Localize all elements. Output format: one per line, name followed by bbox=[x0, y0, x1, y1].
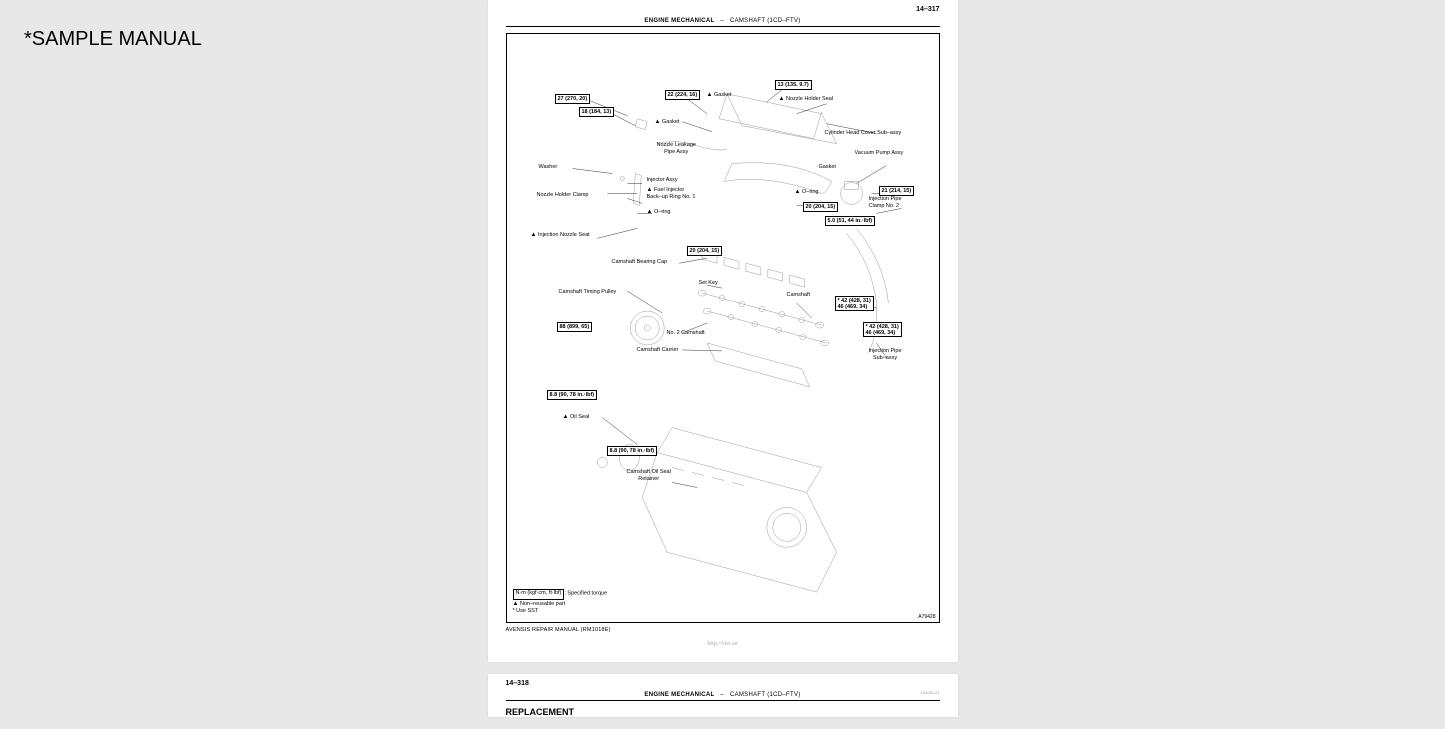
header-dash-2: – bbox=[720, 692, 724, 698]
triangle-icon: ▲ bbox=[647, 209, 653, 215]
torque-88b: 8.8 (90, 78 in.·lbf) bbox=[607, 446, 658, 456]
manual-page-2: 14–318 141CB–01 ENGINE MECHANICAL – CAMS… bbox=[488, 674, 958, 717]
triangle-icon: ▲ bbox=[563, 414, 569, 420]
label-injection-pipe-sub: Injection Pipe Sub–assy bbox=[869, 348, 902, 361]
label-camshaft: Camshaft bbox=[787, 292, 811, 299]
label-oring2: O–ring bbox=[802, 189, 819, 195]
label-fuel-injector: Fuel Injector Back–up Ring No. 1 bbox=[647, 187, 696, 200]
torque-27: 27 (270, 20) bbox=[555, 94, 591, 104]
legend-torque-label: : Specified torque bbox=[564, 590, 607, 596]
triangle-icon: ▲ bbox=[513, 601, 519, 607]
torque-20a: 20 (204, 15) bbox=[803, 202, 839, 212]
torque-88: 88 (899, 65) bbox=[557, 322, 593, 332]
label-camshaft-timing-pulley: Camshaft Timing Pulley bbox=[559, 289, 617, 296]
header-sub: CAMSHAFT (1CD–FTV) bbox=[730, 18, 801, 24]
manual-page-1: 14–317 ENGINE MECHANICAL – CAMSHAFT (1CD… bbox=[488, 0, 958, 662]
triangle-icon: ▲ bbox=[655, 119, 661, 125]
torque-42b: * 42 (428, 31) 46 (469, 34) bbox=[863, 322, 902, 337]
label-nozzle-leakage: Nozzle Leakage Pipe Assy bbox=[657, 142, 696, 155]
page-number-2: 14–318 bbox=[506, 680, 529, 687]
tiny-code: 141CB–01 bbox=[921, 690, 940, 695]
torque-20b: 20 (204, 15) bbox=[687, 246, 723, 256]
url-footer: http://vnx.su bbox=[506, 641, 940, 647]
triangle-icon: ▲ bbox=[795, 189, 801, 195]
triangle-icon: ▲ bbox=[707, 92, 713, 98]
replacement-heading: REPLACEMENT bbox=[506, 707, 940, 717]
torque-22: 22 (224, 16) bbox=[665, 90, 701, 100]
header-dash: – bbox=[720, 18, 724, 24]
header-section-2: ENGINE MECHANICAL bbox=[644, 692, 714, 698]
label-nozzle-holder-seal: Nozzle Holder Seal bbox=[786, 96, 833, 102]
diagram-legend: N·m (kgf·cm, ft·lbf): Specified torque ▲… bbox=[513, 589, 608, 616]
label-oil-seal: Oil Seal bbox=[570, 414, 589, 420]
diagram-code: A79428 bbox=[918, 614, 935, 620]
label-set-key: Set Key bbox=[699, 280, 718, 287]
page-number: 14–317 bbox=[916, 6, 939, 13]
label-gasket2: Gasket bbox=[662, 119, 679, 125]
triangle-icon: ▲ bbox=[779, 96, 785, 102]
label-no2-camshaft: No. 2 Camshaft bbox=[667, 330, 705, 337]
label-gasket1: Gasket bbox=[714, 92, 731, 98]
label-cyl-head-cover: Cylinder Head Cover Sub–assy bbox=[825, 130, 902, 137]
label-injection-pipe-clamp: Injection Pipe Clamp No. 2 bbox=[869, 196, 902, 209]
legend-torque-box: N·m (kgf·cm, ft·lbf) bbox=[513, 589, 565, 600]
header-section: ENGINE MECHANICAL bbox=[644, 18, 714, 24]
page-scroll-container: 14–317 ENGINE MECHANICAL – CAMSHAFT (1CD… bbox=[488, 0, 958, 729]
label-oring1: O–ring bbox=[654, 209, 671, 215]
manual-footer: AVENSIS REPAIR MANUAL (RM1018E) bbox=[506, 627, 940, 633]
header-sub-2: CAMSHAFT (1CD–FTV) bbox=[730, 692, 801, 698]
exploded-diagram: 27 (270, 20) 18 (184, 13) 22 (224, 16) 1… bbox=[506, 33, 940, 623]
triangle-icon: ▲ bbox=[531, 232, 537, 238]
page-header: ENGINE MECHANICAL – CAMSHAFT (1CD–FTV) bbox=[506, 8, 940, 27]
label-camshaft-oil-seal-retainer: Camshaft Oil Seal Retainer bbox=[627, 469, 671, 482]
torque-21: 21 (214, 15) bbox=[879, 186, 915, 196]
label-camshaft-carrier: Camshaft Carrier bbox=[637, 347, 679, 354]
torque-13: 13 (135, 9.7) bbox=[775, 80, 812, 90]
label-gasket3: Gasket bbox=[819, 164, 836, 171]
label-injector-assy: Injector Assy bbox=[647, 177, 678, 184]
label-camshaft-bearing-cap: Camshaft Bearing Cap bbox=[612, 259, 668, 266]
triangle-icon: ▲ bbox=[647, 187, 653, 193]
torque-42a: * 42 (428, 31) 46 (469, 34) bbox=[835, 296, 874, 311]
legend-nonreusable: Non–reusable part bbox=[520, 601, 565, 607]
torque-88a: 8.8 (90, 78 in.·lbf) bbox=[547, 390, 598, 400]
label-injection-nozzle-seat: Injection Nozzle Seat bbox=[538, 232, 590, 238]
label-nozzle-holder-clamp: Nozzle Holder Clamp bbox=[537, 192, 589, 199]
torque-18: 18 (184, 13) bbox=[579, 107, 615, 117]
label-washer: Washer bbox=[539, 164, 558, 171]
page-header-2: ENGINE MECHANICAL – CAMSHAFT (1CD–FTV) bbox=[506, 682, 940, 701]
label-vacuum-pump: Vacuum Pump Assy bbox=[855, 150, 904, 157]
torque-5: 5.0 (51, 44 in.·lbf) bbox=[825, 216, 876, 226]
legend-sst: * Use SST bbox=[513, 608, 539, 614]
sample-watermark: *SAMPLE MANUAL bbox=[24, 28, 202, 51]
